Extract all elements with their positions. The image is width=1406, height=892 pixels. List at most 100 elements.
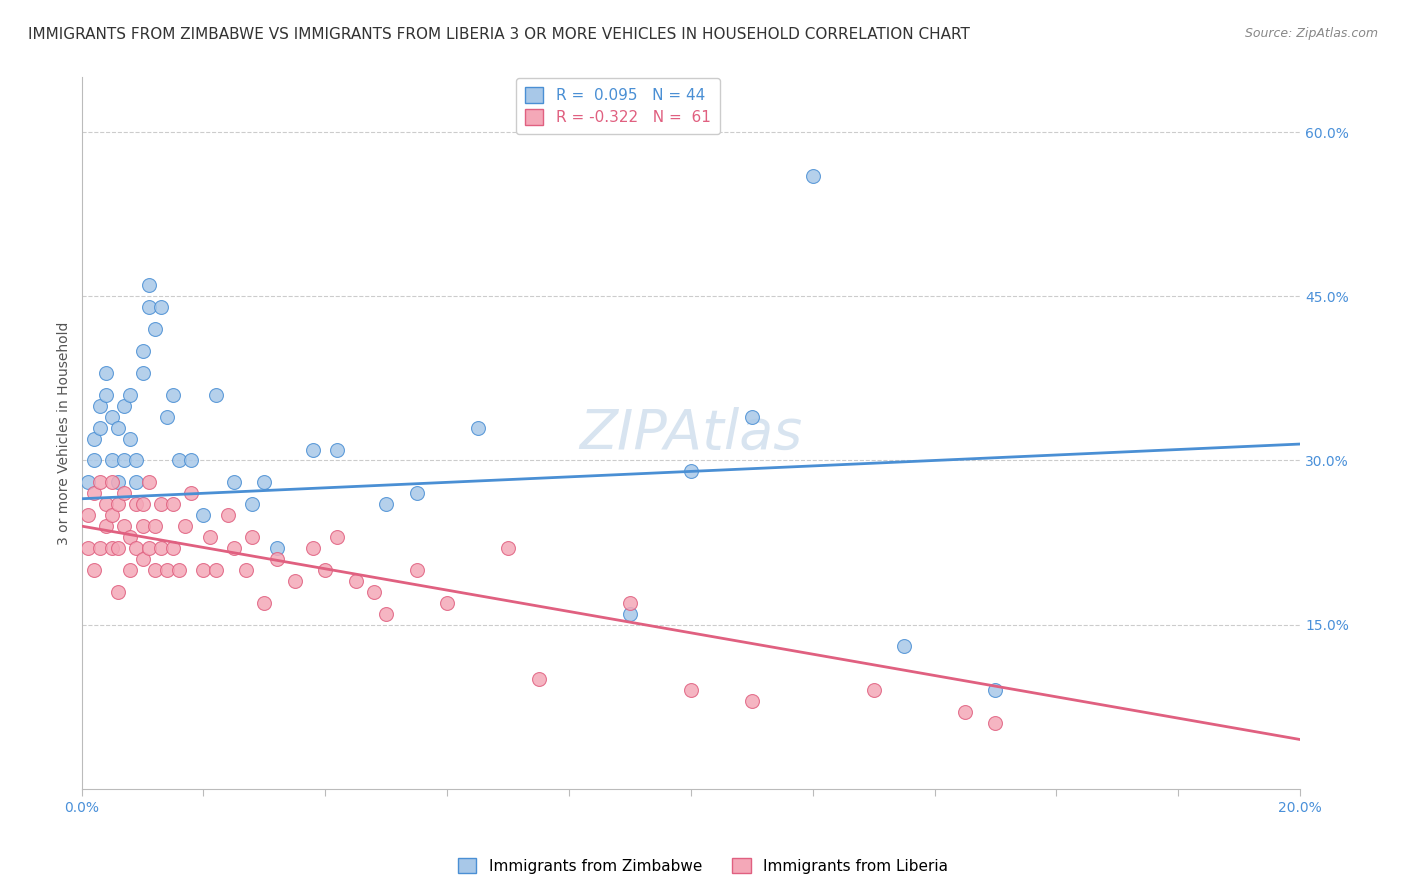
Point [76,475,98,490]
Point [284,574,307,588]
Point [326,530,349,544]
Point [125,475,148,490]
Point [162,388,184,402]
Point [107,475,129,490]
Point [125,453,148,467]
Point [217,508,239,523]
Point [193,563,215,577]
Point [94,366,117,380]
Point [112,486,135,500]
Point [180,453,202,467]
Point [112,453,135,467]
Point [143,563,166,577]
Point [266,552,288,566]
Point [131,344,153,359]
Point [120,388,142,402]
Point [167,453,190,467]
Point [94,388,117,402]
Point [83,563,105,577]
Point [76,508,98,523]
Point [167,563,190,577]
Point [204,563,226,577]
Point [76,541,98,555]
Point [266,541,288,555]
Point [83,432,105,446]
Point [94,519,117,533]
Point [101,541,124,555]
Point [107,541,129,555]
Y-axis label: 3 or more Vehicles in Household: 3 or more Vehicles in Household [58,321,72,545]
Point [156,409,179,424]
Point [94,497,117,511]
Point [138,475,160,490]
Point [162,541,184,555]
Point [89,541,111,555]
Point [893,640,915,654]
Text: IMMIGRANTS FROM ZIMBABWE VS IMMIGRANTS FROM LIBERIA 3 OR MORE VEHICLES IN HOUSEH: IMMIGRANTS FROM ZIMBABWE VS IMMIGRANTS F… [28,27,970,42]
Point [143,322,166,336]
Point [125,497,148,511]
Point [83,486,105,500]
Point [149,497,172,511]
Point [375,607,398,621]
Point [107,584,129,599]
Point [120,432,142,446]
Point [83,453,105,467]
Point [112,519,135,533]
Point [253,475,276,490]
Point [198,530,221,544]
Point [107,420,129,434]
Point [302,541,325,555]
Text: Source: ZipAtlas.com: Source: ZipAtlas.com [1244,27,1378,40]
Point [89,475,111,490]
Point [138,278,160,293]
Point [240,497,263,511]
Point [138,300,160,314]
Point [314,563,336,577]
Text: ZIPAtlas: ZIPAtlas [579,407,803,459]
Point [984,716,1007,731]
Point [240,530,263,544]
Point [101,453,124,467]
Point [138,541,160,555]
Point [496,541,519,555]
Point [984,683,1007,698]
Point [467,420,489,434]
Legend: Immigrants from Zimbabwe, Immigrants from Liberia: Immigrants from Zimbabwe, Immigrants fro… [451,852,955,880]
Point [204,388,226,402]
Point [162,497,184,511]
Point [801,169,824,183]
Point [363,584,385,599]
Point [112,399,135,413]
Point [107,497,129,511]
Point [302,442,325,457]
Point [679,464,702,478]
Point [101,475,124,490]
Point [527,673,550,687]
Point [131,519,153,533]
Legend: R =  0.095   N = 44, R = -0.322   N =  61: R = 0.095 N = 44, R = -0.322 N = 61 [516,78,720,135]
Point [326,442,349,457]
Point [405,563,427,577]
Point [180,486,202,500]
Point [436,596,458,610]
Point [222,475,245,490]
Point [149,300,172,314]
Point [405,486,427,500]
Point [953,705,976,719]
Point [619,596,641,610]
Point [344,574,367,588]
Point [89,420,111,434]
Point [120,530,142,544]
Point [253,596,276,610]
Point [125,541,148,555]
Point [235,563,257,577]
Point [193,508,215,523]
Point [131,366,153,380]
Point [375,497,398,511]
Point [89,399,111,413]
Point [143,519,166,533]
Point [741,409,763,424]
Point [101,409,124,424]
Point [131,497,153,511]
